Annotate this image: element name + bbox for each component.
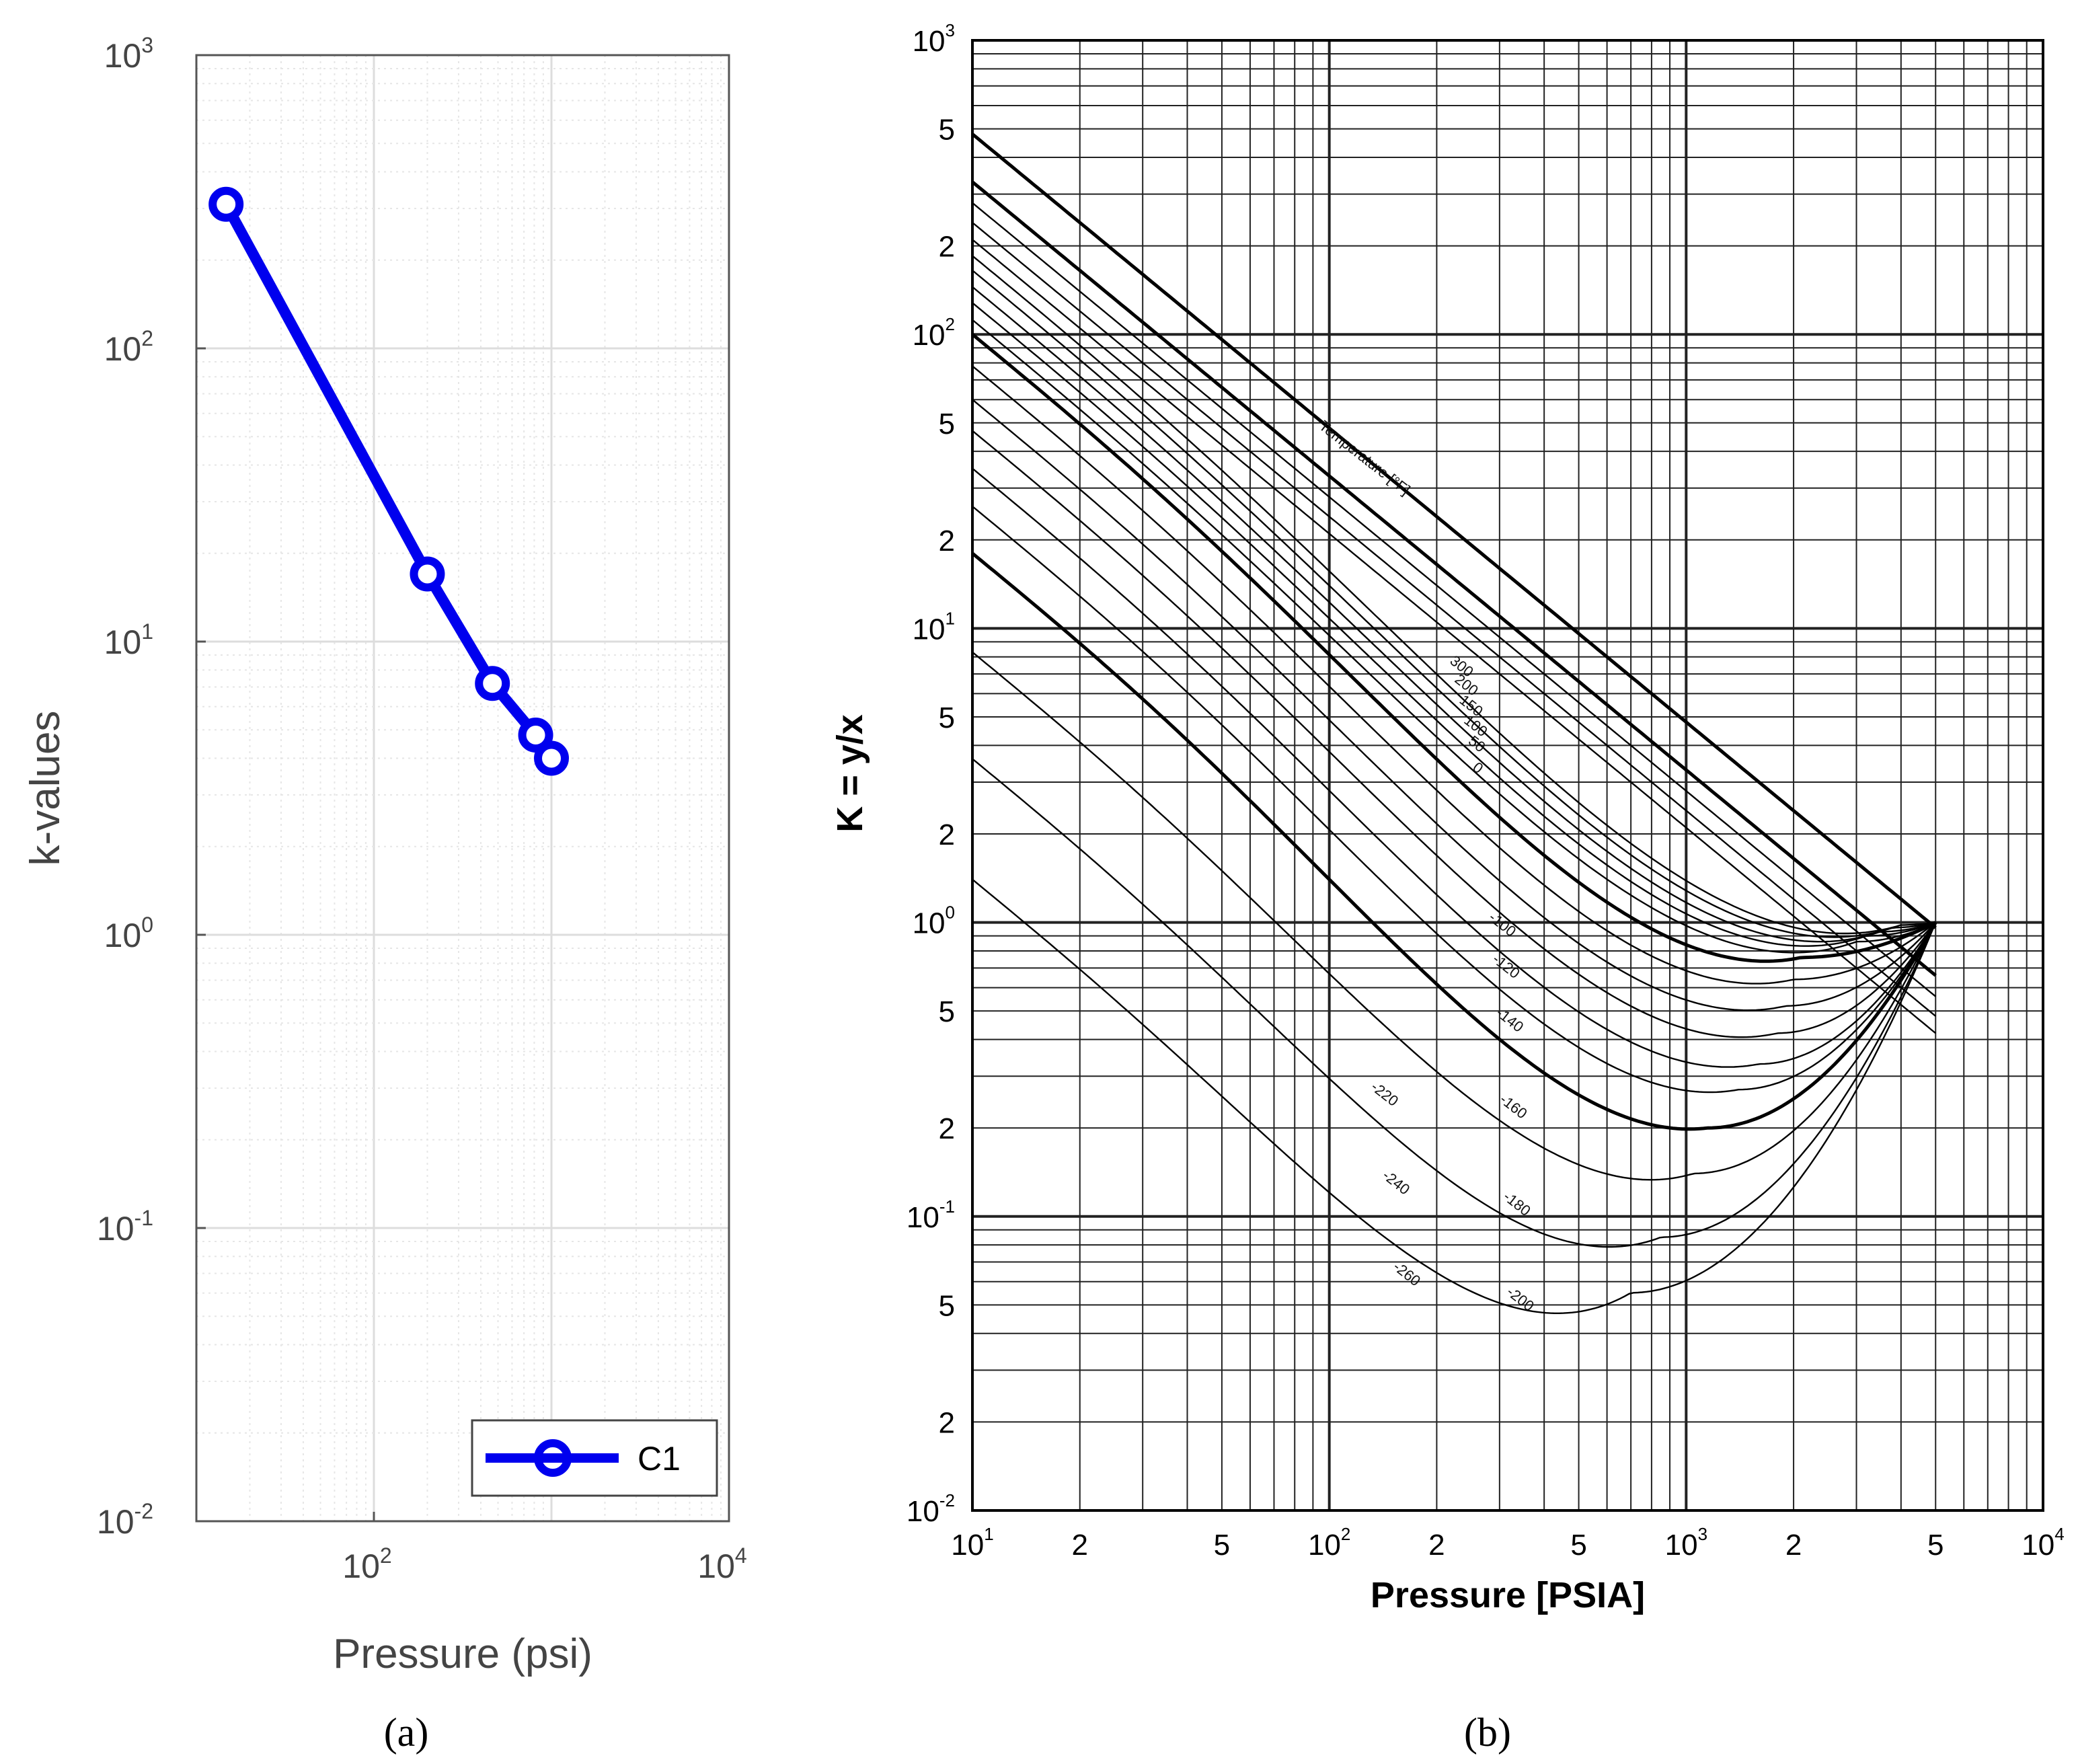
y-tick-label: 2 xyxy=(939,1406,955,1439)
panel-b-label: (b) xyxy=(1464,1710,1511,1755)
y-tick-label: 2 xyxy=(939,525,955,558)
panel-b-chart: 103 5 2 102 5 2 101 5 2 100 5 2 10-1 5 2 10-2 101 2 5 102 2… xyxy=(830,20,2065,1755)
k-value-curve xyxy=(972,202,1937,997)
x-tick-label: 2 xyxy=(1785,1529,1802,1562)
panel-a-label: (a) xyxy=(384,1710,429,1755)
y-tick-label: 10-1 xyxy=(97,1206,153,1248)
x-tick-label: 2 xyxy=(1428,1529,1445,1562)
x-tick-label: 5 xyxy=(1570,1529,1586,1562)
x-tick-label: 102 xyxy=(342,1543,391,1585)
panel-a-x-axis-title: Pressure (psi) xyxy=(333,1631,592,1677)
y-tick-label: 5 xyxy=(939,995,955,1028)
data-point-marker xyxy=(475,666,510,701)
panel-a-y-ticks: 10-2 10-1 100 101 102 103 xyxy=(97,33,206,1541)
k-value-curve xyxy=(972,239,1937,1034)
y-tick-label: 100 xyxy=(913,903,955,940)
data-point-marker xyxy=(410,556,445,592)
panel-b-curves xyxy=(971,132,1937,1315)
y-tick-label: 2 xyxy=(939,231,955,264)
panel-b-y-ticks: 103 5 2 102 5 2 101 5 2 100 5 2 10-1 5 2 10-2 xyxy=(907,20,955,1528)
legend-label-c1: C1 xyxy=(638,1440,681,1478)
panel-a-series xyxy=(208,186,569,776)
k-value-curve xyxy=(972,506,1937,1094)
panel-b-plot-area xyxy=(972,40,2043,1510)
y-tick-label: 100 xyxy=(104,913,153,954)
k-value-curve xyxy=(972,365,1937,985)
k-value-curve xyxy=(972,651,1937,1181)
x-tick-label: 104 xyxy=(2022,1524,2064,1562)
panel-b-grid xyxy=(972,40,2043,1510)
panel-b-x-ticks: 101 2 5 102 2 5 103 2 5 104 xyxy=(951,1524,2064,1562)
y-tick-label: 103 xyxy=(913,20,955,58)
k-value-curve xyxy=(972,270,1936,938)
y-tick-label: 5 xyxy=(939,408,955,440)
k-value-curve xyxy=(971,333,1937,963)
x-tick-label: 103 xyxy=(1665,1524,1707,1562)
k-value-curve xyxy=(972,430,1937,1038)
legend-marker-swatch xyxy=(534,1439,572,1477)
x-tick-label: 102 xyxy=(1308,1524,1350,1562)
panel-b-y-axis-title: K = y/x xyxy=(830,714,870,833)
k-value-curve xyxy=(971,132,1937,929)
x-tick-label: 2 xyxy=(1072,1529,1088,1562)
y-tick-label: 5 xyxy=(939,1289,955,1322)
x-tick-label: 101 xyxy=(951,1524,993,1562)
k-value-curve xyxy=(972,467,1937,1068)
data-point-marker xyxy=(534,740,569,776)
panel-b-x-axis-title: Pressure [PSIA] xyxy=(1371,1575,1645,1615)
x-tick-label: 5 xyxy=(1927,1529,1944,1562)
panel-a-x-ticks: 102 104 xyxy=(342,1512,747,1585)
panel-a-y-axis-title: k-values xyxy=(22,711,69,866)
k-value-curve xyxy=(972,302,1936,947)
y-tick-label: 102 xyxy=(913,314,955,352)
k-value-curve xyxy=(972,255,1936,935)
y-tick-label: 101 xyxy=(104,619,153,661)
data-point-marker xyxy=(208,186,244,222)
data-point-marker xyxy=(518,717,553,753)
panel-a-axes-frame xyxy=(195,54,730,1523)
y-tick-label: 103 xyxy=(104,33,153,75)
y-tick-label: 5 xyxy=(939,114,955,147)
panel-a-legend: C1 xyxy=(471,1419,718,1497)
panel-a-grid xyxy=(196,55,729,1521)
k-value-curve xyxy=(972,758,1937,1248)
x-tick-label: 5 xyxy=(1214,1529,1230,1562)
k-value-curve xyxy=(971,180,1937,977)
y-tick-label: 10-1 xyxy=(907,1196,955,1234)
y-tick-label: 5 xyxy=(939,701,955,734)
k-value-curve xyxy=(972,399,1937,1011)
k-value-curve xyxy=(972,222,1937,1017)
panel-b-axes-frame xyxy=(971,39,2044,1512)
panel-a-plot-area xyxy=(196,55,729,1521)
y-tick-label: 10-2 xyxy=(97,1499,153,1541)
y-tick-label: 101 xyxy=(913,608,955,646)
y-tick-label: 102 xyxy=(104,326,153,368)
k-value-curve xyxy=(971,551,1937,1131)
x-tick-label: 104 xyxy=(697,1543,746,1585)
y-tick-label: 10-2 xyxy=(907,1490,955,1528)
k-value-curve xyxy=(972,286,1936,943)
k-value-curve xyxy=(972,319,1936,954)
y-tick-label: 2 xyxy=(939,818,955,851)
y-tick-label: 2 xyxy=(939,1112,955,1145)
panel-a-chart: 10-2 10-1 100 101 102 103 102 104 Pressure (ps… xyxy=(22,33,747,1755)
k-value-curve xyxy=(972,878,1937,1315)
